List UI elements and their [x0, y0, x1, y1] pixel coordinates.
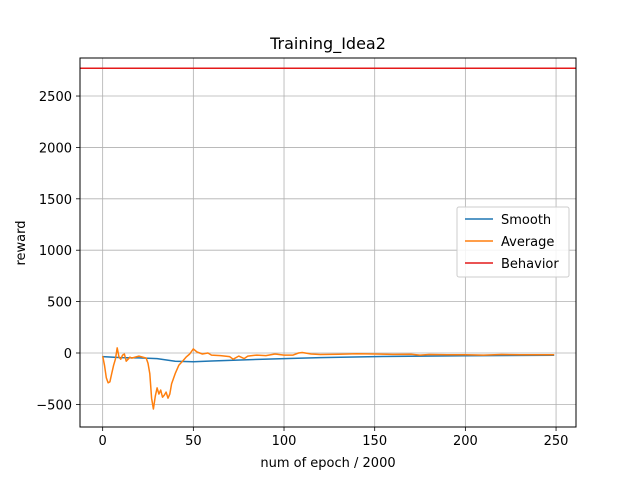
- y-tick-label: 1000: [39, 244, 72, 259]
- x-tick-label: 200: [453, 434, 478, 449]
- series-line-average: [101, 347, 555, 410]
- y-tick-label: 2500: [39, 90, 72, 105]
- legend-label: Smooth: [501, 213, 551, 228]
- chart-title: Training_Idea2: [269, 34, 386, 54]
- series-line-smooth: [102, 354, 555, 363]
- x-tick-label: 50: [185, 434, 202, 449]
- legend-label: Behavior: [501, 257, 559, 272]
- y-tick-label: 500: [47, 296, 72, 311]
- plot-frame: [79, 57, 577, 428]
- y-axis-label: reward: [14, 220, 29, 265]
- legend: Smooth Average Behavior: [456, 206, 570, 278]
- y-tick-label: 2000: [39, 141, 72, 156]
- y-axis-ticks: −500 0 500 1000 1500 2000 2500: [36, 90, 80, 413]
- x-tick-label: 250: [544, 434, 569, 449]
- y-tick-label: 0: [64, 347, 72, 362]
- plot-lines: [80, 67, 576, 410]
- x-tick-label: 100: [272, 434, 297, 449]
- y-tick-label: 1500: [39, 193, 72, 208]
- x-tick-label: 0: [99, 434, 107, 449]
- x-axis-label: num of epoch / 2000: [260, 456, 395, 471]
- legend-box: [456, 206, 570, 278]
- y-tick-label: −500: [36, 398, 72, 413]
- legend-label: Average: [501, 235, 554, 250]
- x-tick-label: 150: [362, 434, 387, 449]
- x-axis-ticks: 0 50 100 150 200 250: [99, 427, 569, 449]
